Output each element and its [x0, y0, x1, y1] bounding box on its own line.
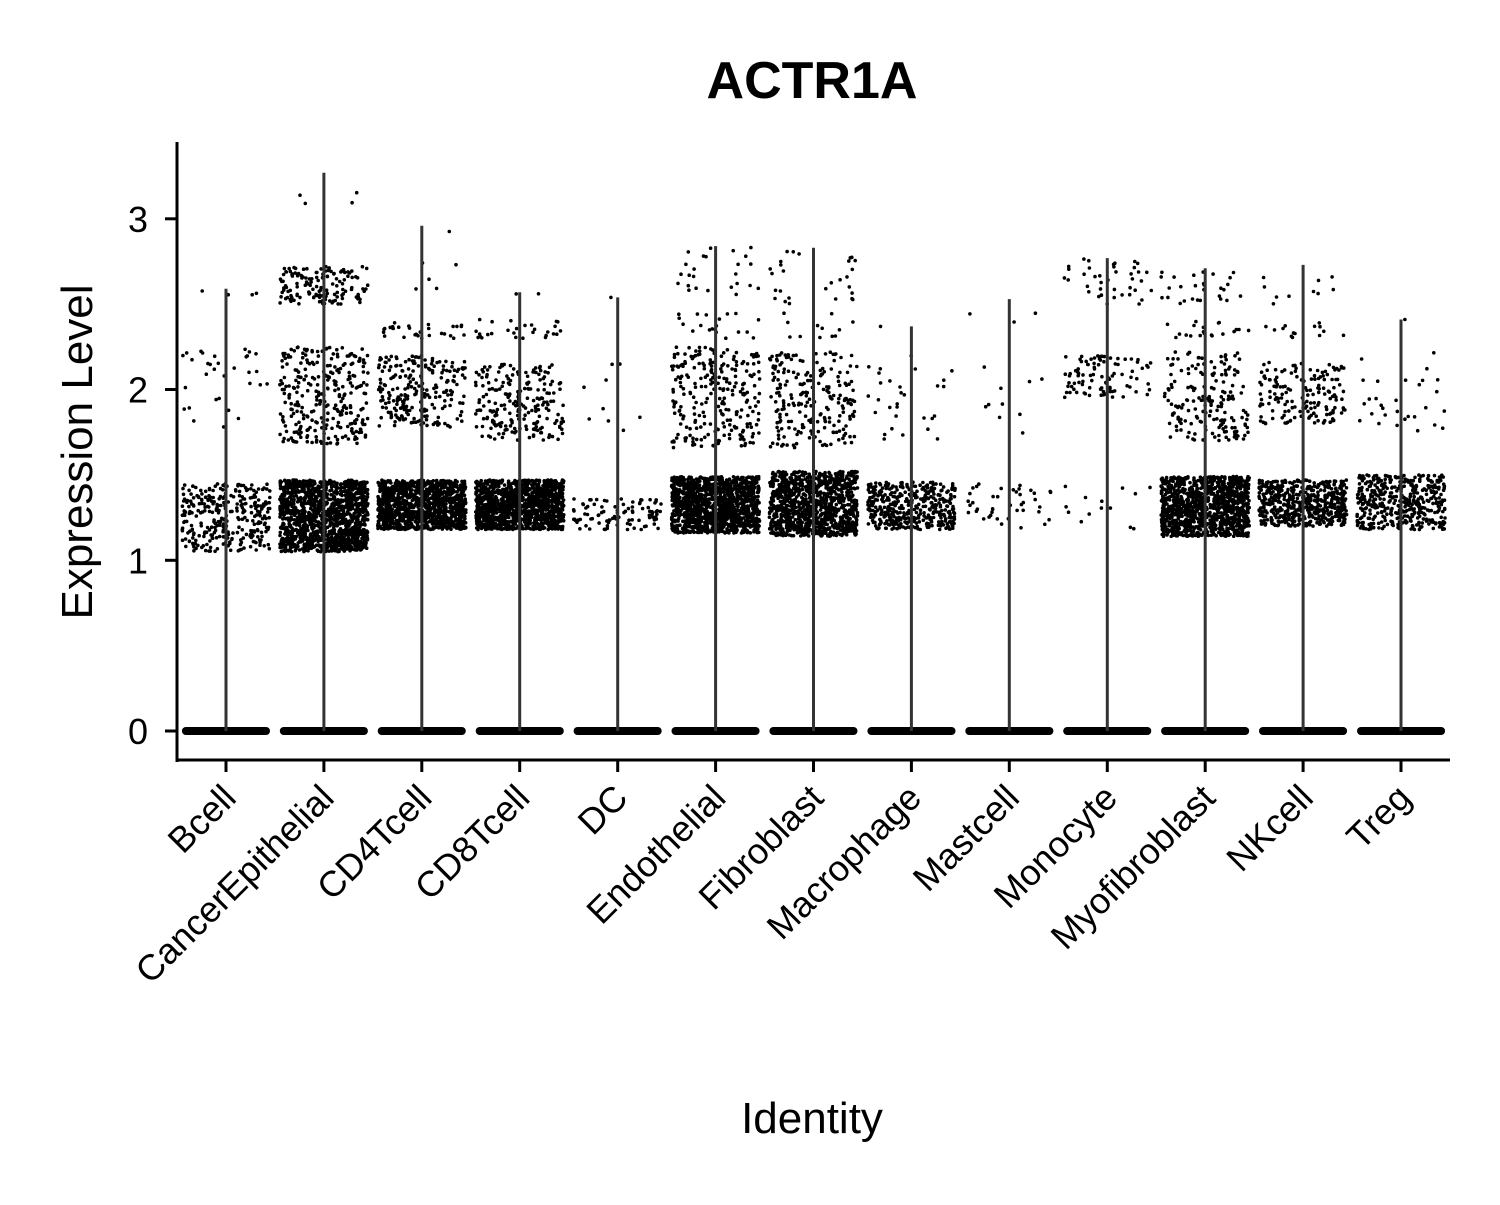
category-CD4Tcell — [376, 225, 468, 735]
category-Treg — [1355, 317, 1447, 735]
category-Mastcell — [965, 299, 1054, 735]
jitter-points-Bcell — [180, 289, 272, 554]
y-tick-label: 1 — [128, 540, 148, 581]
x-axis-label: Identity — [741, 1094, 883, 1143]
y-axis-label: Expression Level — [53, 284, 102, 619]
chart-title: ACTR1A — [707, 52, 918, 110]
jitter-points-NKcell — [1257, 275, 1349, 528]
x-tick-label: NKcell — [1218, 777, 1321, 880]
category-Endothelial — [669, 245, 762, 735]
category-CancerEpithelial — [278, 172, 370, 735]
category-Macrophage — [866, 324, 957, 735]
y-tick-label: 2 — [128, 370, 148, 411]
x-tick-label: Bcell — [159, 777, 243, 861]
y-tick-label: 3 — [128, 199, 148, 240]
y-axis-ticks: 0 1 2 3 — [128, 199, 177, 752]
category-DC — [571, 295, 663, 735]
category-Bcell — [180, 288, 272, 735]
jitter-points-Treg — [1355, 317, 1447, 532]
y-tick-label: 0 — [128, 711, 148, 752]
category-Monocyte — [1062, 257, 1154, 735]
plot-area — [180, 172, 1447, 735]
jitter-points-CD4Tcell — [376, 229, 468, 532]
x-tick-label: DC — [570, 777, 636, 843]
category-Myofibroblast — [1159, 268, 1251, 735]
x-tick-label: Treg — [1338, 777, 1418, 857]
category-Fibroblast — [767, 247, 860, 735]
category-NKcell — [1257, 264, 1349, 735]
category-CD8Tcell — [473, 292, 566, 735]
